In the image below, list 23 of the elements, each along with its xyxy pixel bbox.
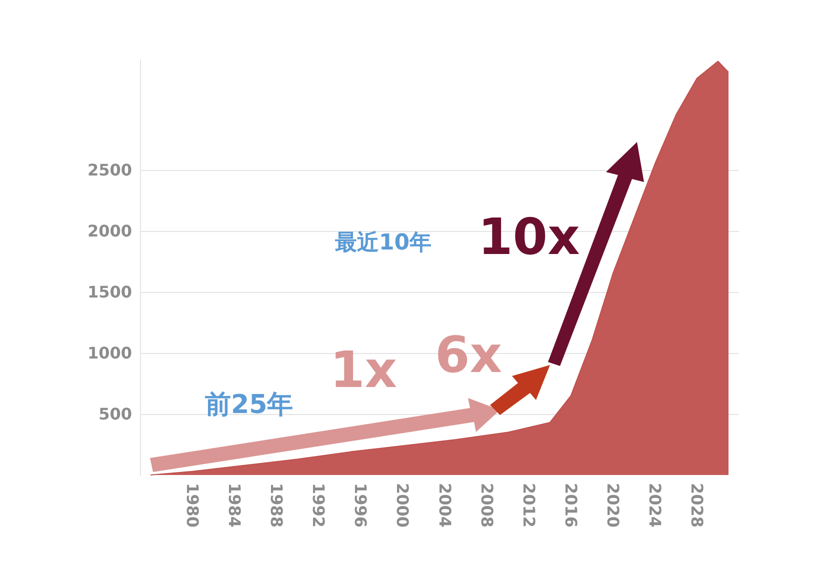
- annotation: 最近10年: [334, 230, 432, 256]
- x-tick-label: 1988: [267, 483, 286, 528]
- annotation: 6x: [435, 326, 502, 384]
- x-tick-label: 2008: [477, 483, 496, 528]
- x-tick-label: 2024: [645, 483, 664, 528]
- y-tick-label: 2000: [87, 221, 132, 240]
- x-tick-label: 2000: [393, 483, 412, 528]
- x-tick-label: 2028: [687, 483, 706, 528]
- x-tick-label: 1992: [309, 483, 328, 528]
- y-tick-label: 1500: [87, 282, 132, 302]
- x-tick-label: 2012: [519, 483, 538, 528]
- annotation: 1x: [330, 341, 398, 399]
- x-tick-label: 1980: [183, 483, 202, 528]
- annotation: 10x: [478, 208, 580, 266]
- x-tick-label: 1996: [351, 483, 370, 528]
- annotation: 前25年: [204, 390, 294, 420]
- y-tick-label: 1000: [87, 343, 132, 362]
- x-tick-label: 2020: [603, 483, 622, 528]
- x-tick-label: 2016: [561, 483, 580, 528]
- x-tick-label: 1984: [225, 483, 244, 528]
- x-tick-label: 2004: [435, 483, 454, 528]
- y-tick-label: 500: [98, 404, 132, 424]
- y-tick-label: 2500: [87, 160, 132, 180]
